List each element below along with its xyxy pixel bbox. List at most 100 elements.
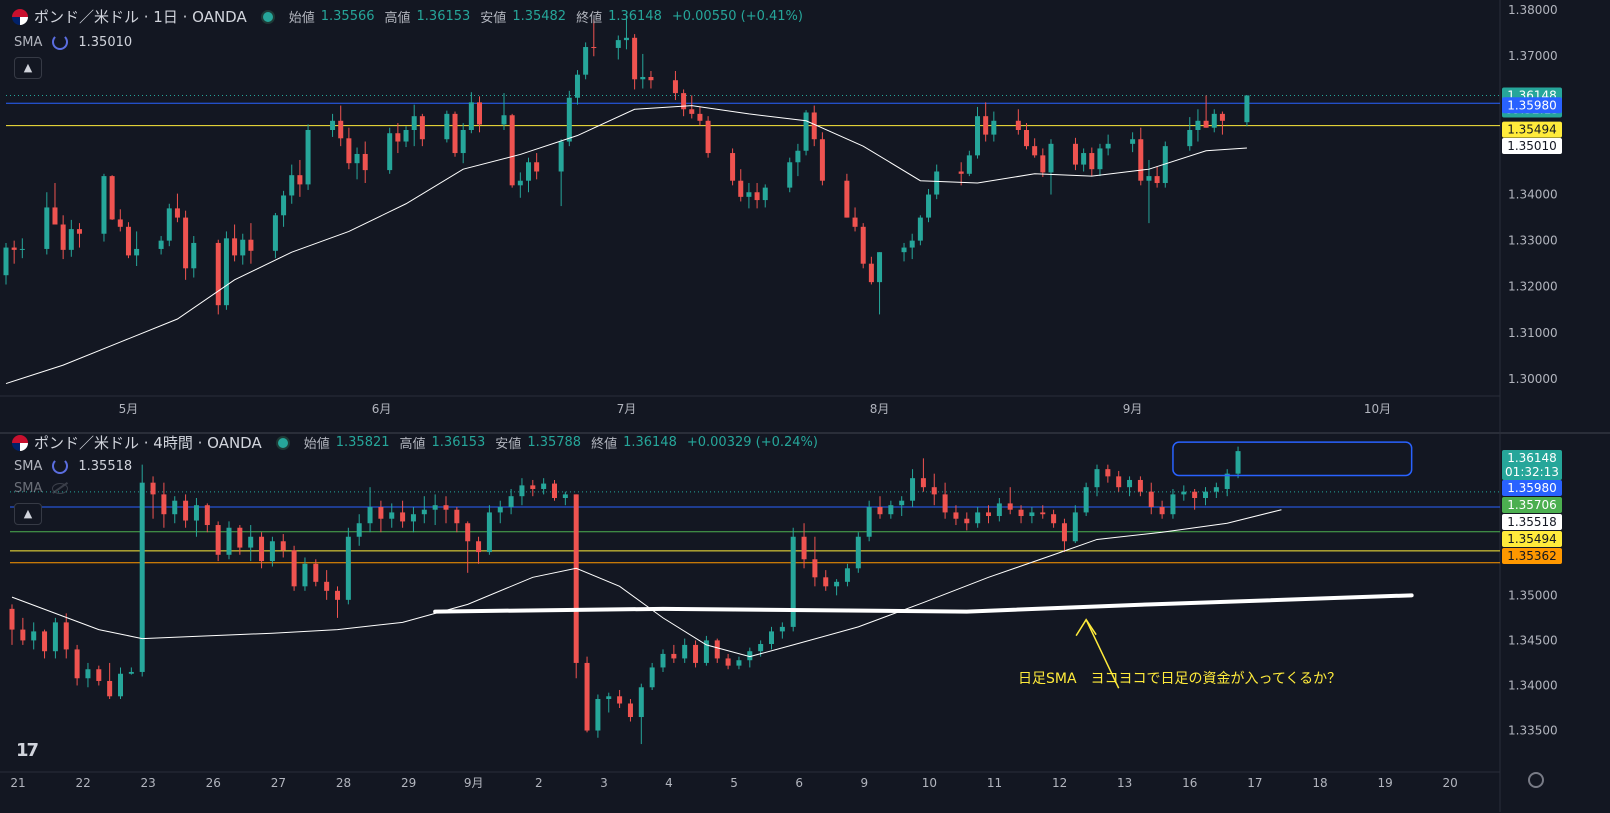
candle-body [866, 507, 872, 537]
low-value: 1.35482 [512, 9, 567, 24]
candle-body [640, 76, 646, 80]
candle-body [1127, 479, 1133, 488]
candle-body [632, 37, 638, 80]
price-label-text: 1.35494 [1507, 123, 1557, 137]
candle-body [259, 536, 265, 562]
candle-body [1105, 143, 1111, 149]
candle-body [1061, 523, 1067, 542]
x-tick-label: 16 [1182, 776, 1197, 790]
daily-chart-pane[interactable]: 1.380001.370001.360001.350001.340001.330… [0, 0, 1610, 432]
low-label: 安値 [495, 437, 522, 452]
candle-body [693, 644, 699, 663]
candle-body [345, 536, 351, 600]
open-label: 始値 [303, 437, 330, 452]
candle-body [615, 40, 621, 48]
candle-body [31, 631, 37, 641]
eye-off-icon[interactable] [52, 483, 69, 494]
candle-body [1181, 491, 1187, 495]
tradingview-logo[interactable]: 17 [16, 740, 39, 761]
sma-indicator-row[interactable]: SMA 1.35010 [14, 34, 132, 50]
annotation-arrow [1085, 619, 1120, 689]
close-label: 終値 [576, 11, 603, 26]
indicator-name[interactable]: SMA [14, 481, 43, 496]
price-label-box [1502, 450, 1562, 480]
x-tick-label: 11 [987, 776, 1002, 790]
candle-body [899, 500, 905, 506]
candle-body [779, 626, 785, 632]
candle-body [1032, 146, 1038, 156]
candle-body [1130, 139, 1136, 144]
candle-body [11, 247, 17, 250]
candle-body [730, 153, 736, 181]
chevron-up-icon: ▲ [23, 507, 33, 520]
candle-body [958, 171, 964, 174]
candle-body [801, 536, 807, 560]
candle-body [109, 176, 115, 220]
candle-body [638, 687, 644, 718]
x-tick-label: 2 [535, 776, 543, 790]
change-value: +0.00329 (+0.24%) [686, 435, 818, 450]
candle-body [289, 175, 295, 196]
x-tick-label: 3 [600, 776, 608, 790]
refresh-icon[interactable] [52, 458, 69, 474]
candle-body [534, 162, 540, 172]
price-axis [1500, 0, 1610, 432]
candle-body [240, 239, 246, 256]
collapse-legend-button[interactable]: ▲ [14, 57, 42, 79]
candle-body [584, 662, 590, 731]
candle-body [150, 482, 156, 495]
daily-chart-canvas[interactable]: 1.380001.370001.360001.350001.340001.330… [0, 0, 1610, 432]
candle-body [1023, 130, 1029, 147]
candle-body [623, 37, 629, 41]
candle-body [991, 120, 997, 135]
x-tick-label: 19 [1377, 776, 1392, 790]
candle-body [762, 187, 768, 201]
price-label-box [1502, 121, 1562, 138]
price-label-text: 1.36148 [1507, 451, 1557, 465]
collapse-legend-button[interactable]: ▲ [14, 503, 42, 525]
candle-body [107, 680, 113, 697]
h4-chart-pane[interactable]: 1.35000 1.34500 1.34000 1.33500 21 22 23 26 27 28… [0, 434, 1610, 812]
candle-body [1018, 509, 1024, 517]
candle-body [508, 496, 514, 508]
daily-legend: ポンド／米ドル · 1日 · OANDA 始値 1.35566 高値 1.36153… [12, 6, 807, 27]
hidden-sma-indicator-row[interactable]: SMA [14, 481, 69, 496]
gear-icon[interactable] [1528, 772, 1544, 788]
candle-body [20, 629, 26, 641]
indicator-name[interactable]: SMA [14, 34, 43, 50]
candle-body [269, 541, 275, 562]
market-status-icon [260, 9, 275, 24]
gbpusd-flag-icon [12, 8, 28, 25]
candle-body [223, 238, 229, 306]
chevron-up-icon: ▲ [23, 61, 33, 74]
x-tick-label: 20 [1443, 776, 1458, 790]
candle-body [248, 536, 254, 548]
pane-separator[interactable] [0, 432, 1610, 434]
refresh-icon[interactable] [52, 34, 69, 50]
candle-body [705, 120, 711, 154]
symbol-title[interactable]: ポンド／米ドル · 1日 · OANDA [34, 8, 247, 26]
sma-indicator-row[interactable]: SMA 1.35518 [14, 458, 132, 474]
candle-body [660, 653, 666, 668]
candle-body [1192, 491, 1198, 498]
candle-body [1219, 113, 1225, 121]
candle-body [378, 507, 384, 519]
x-tick-label: 10 [922, 776, 937, 790]
candle-body [844, 180, 850, 218]
candle-body [689, 109, 695, 114]
x-tick-label: 9 [860, 776, 868, 790]
x-tick-label: 13 [1117, 776, 1132, 790]
candle-body [509, 115, 515, 186]
high-label: 高値 [399, 437, 426, 452]
symbol-title[interactable]: ポンド／米ドル · 4時間 · OANDA [34, 434, 262, 452]
indicator-name[interactable]: SMA [14, 458, 43, 474]
y-tick-label: 1.33500 [1508, 724, 1558, 738]
x-tick-label: 22 [75, 776, 90, 790]
candle-body [1072, 512, 1078, 542]
candle-body [395, 133, 401, 142]
candle-body [158, 240, 164, 249]
candle-body [926, 194, 932, 218]
candle-body [497, 507, 503, 513]
candle-body [844, 568, 850, 582]
